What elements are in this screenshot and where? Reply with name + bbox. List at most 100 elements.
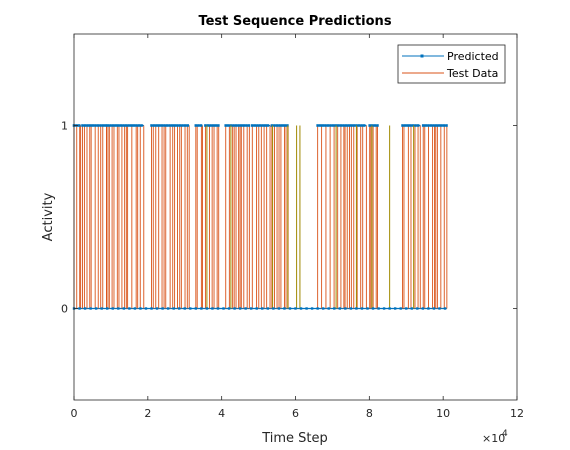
predicted-marker bbox=[77, 124, 81, 127]
predicted-marker bbox=[427, 307, 430, 310]
predicted-marker bbox=[124, 124, 128, 127]
predicted-marker bbox=[227, 124, 230, 127]
x-tick-label: 4 bbox=[218, 407, 225, 420]
predicted-marker bbox=[377, 307, 380, 310]
predicted-marker bbox=[117, 124, 120, 127]
predicted-marker bbox=[211, 124, 215, 127]
predicted-marker bbox=[183, 124, 187, 127]
predicted-marker bbox=[344, 307, 347, 310]
predicted-marker bbox=[266, 307, 270, 310]
predicted-marker bbox=[316, 307, 319, 310]
predicted-marker bbox=[278, 124, 281, 127]
predicted-marker bbox=[176, 124, 179, 127]
predicted-marker bbox=[371, 307, 375, 310]
predicted-marker bbox=[327, 307, 330, 310]
predicted-marker bbox=[173, 124, 177, 127]
predicted-marker bbox=[434, 124, 438, 127]
predicted-marker bbox=[399, 307, 402, 310]
predicted-marker bbox=[172, 307, 175, 310]
predicted-marker bbox=[414, 124, 417, 127]
predicted-marker bbox=[310, 307, 314, 310]
x-tick-label: 10 bbox=[436, 407, 450, 420]
predicted-marker bbox=[360, 307, 364, 310]
predicted-marker bbox=[137, 124, 141, 127]
predicted-marker bbox=[272, 307, 275, 310]
predicted-marker bbox=[247, 124, 251, 127]
x-tick-label: 0 bbox=[71, 407, 78, 420]
predicted-marker bbox=[239, 124, 243, 127]
legend-box bbox=[397, 44, 506, 84]
data-layer bbox=[72, 124, 448, 310]
predicted-marker bbox=[99, 124, 102, 127]
predicted-marker bbox=[109, 124, 112, 127]
predicted-marker bbox=[255, 307, 258, 310]
predicted-marker bbox=[443, 307, 447, 310]
predicted-marker bbox=[432, 307, 436, 310]
predicted-marker bbox=[347, 124, 350, 127]
legend-test-data-label: Test Data bbox=[446, 67, 498, 80]
predicted-marker bbox=[189, 307, 192, 310]
predicted-marker bbox=[326, 124, 330, 127]
predicted-marker bbox=[318, 124, 322, 127]
predicted-marker bbox=[355, 307, 358, 310]
predicted-marker bbox=[155, 307, 159, 310]
predicted-marker bbox=[409, 124, 412, 127]
predicted-marker bbox=[263, 124, 267, 127]
predicted-marker bbox=[183, 307, 186, 310]
predicted-marker bbox=[211, 307, 214, 310]
x-tick-label: 2 bbox=[144, 407, 151, 420]
predicted-marker bbox=[421, 307, 425, 310]
x-axis-exponent: ×10 4 bbox=[482, 429, 508, 445]
predicted-marker bbox=[144, 307, 148, 310]
predicted-marker bbox=[96, 124, 100, 127]
x-axis-label: Time Step bbox=[261, 431, 328, 446]
predicted-marker bbox=[261, 124, 264, 127]
predicted-marker bbox=[376, 124, 379, 127]
predicted-marker bbox=[232, 124, 235, 127]
predicted-marker bbox=[150, 307, 153, 310]
x-tick-label: 12 bbox=[510, 407, 524, 420]
predicted-marker bbox=[233, 307, 236, 310]
predicted-marker bbox=[294, 307, 297, 310]
predicted-marker bbox=[388, 307, 391, 310]
predicted-marker bbox=[89, 307, 92, 310]
predicted-marker bbox=[416, 124, 420, 127]
legend-predicted-marker bbox=[420, 54, 424, 58]
predicted-marker bbox=[178, 124, 182, 127]
predicted-marker bbox=[299, 307, 303, 310]
predicted-marker bbox=[405, 307, 408, 310]
predicted-marker bbox=[152, 124, 156, 127]
predicted-marker bbox=[238, 307, 242, 310]
predicted-marker bbox=[382, 307, 386, 310]
predicted-marker bbox=[237, 124, 240, 127]
y-tick-label: 1 bbox=[61, 120, 68, 133]
predicted-marker bbox=[132, 124, 136, 127]
predicted-marker bbox=[401, 124, 404, 127]
x-exponent-base: ×10 bbox=[482, 432, 505, 445]
predicted-marker bbox=[111, 307, 114, 310]
predicted-marker bbox=[368, 124, 372, 127]
predicted-marker bbox=[194, 307, 198, 310]
predicted-marker bbox=[261, 307, 264, 310]
y-tick-label: 0 bbox=[61, 303, 68, 316]
predicted-marker bbox=[360, 124, 363, 127]
predicted-marker bbox=[427, 124, 430, 127]
predicted-marker bbox=[204, 124, 207, 127]
predicted-marker bbox=[440, 124, 443, 127]
predicted-marker bbox=[337, 124, 340, 127]
predicted-marker bbox=[373, 124, 377, 127]
predicted-marker bbox=[181, 124, 184, 127]
predicted-marker bbox=[333, 307, 336, 310]
x-tick-label: 6 bbox=[292, 407, 299, 420]
predicted-marker bbox=[122, 307, 126, 310]
predicted-marker bbox=[168, 124, 171, 127]
predicted-marker bbox=[101, 124, 105, 127]
predicted-marker bbox=[244, 307, 247, 310]
predicted-marker bbox=[357, 124, 361, 127]
predicted-marker bbox=[406, 124, 410, 127]
predicted-marker bbox=[100, 307, 103, 310]
predicted-marker bbox=[393, 307, 397, 310]
predicted-marker bbox=[266, 124, 270, 127]
predicted-marker bbox=[321, 124, 325, 127]
